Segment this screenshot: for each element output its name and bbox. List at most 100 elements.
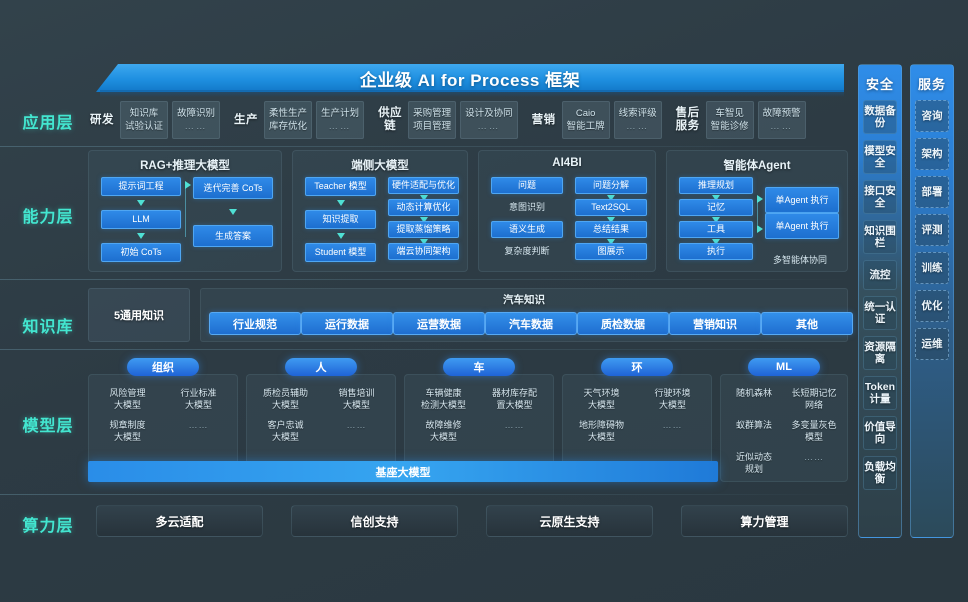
security-item[interactable]: Token计量 [863,376,897,410]
capability-node[interactable]: 硬件适配与优化 [388,177,459,194]
knowledge-chip[interactable]: 行业规范 [209,312,301,335]
capability-node[interactable]: 复杂度判断 [504,246,550,256]
capability-node[interactable]: 总结结果 [575,221,647,238]
capability-node[interactable]: 提取蒸馏策略 [388,221,459,238]
application-group-title: 营销 [531,113,556,126]
security-item[interactable]: 模型安全 [863,140,897,174]
compute-box[interactable]: 信创支持 [291,505,458,537]
capability-node[interactable]: 记忆 [679,199,753,216]
knowledge-chip[interactable]: 运行数据 [301,312,393,335]
banner-shadow [100,90,844,97]
model-item[interactable]: 长短期记忆 网络 [784,388,844,411]
capability-node[interactable]: 迭代完善 CoTs [193,177,273,199]
knowledge-chip[interactable]: 汽车数据 [485,312,577,335]
model-item[interactable]: 故障维修 大模型 [408,420,479,443]
capability-node[interactable]: 提示词工程 [101,177,181,196]
service-item[interactable]: 运维 [915,328,949,360]
application-cell[interactable]: 线索评级 …… [613,101,662,139]
capability-node[interactable]: 工具 [679,221,753,238]
model-item[interactable]: 器材库存配 置大模型 [479,388,550,411]
model-item[interactable]: 多变量灰色 模型 [784,420,844,443]
capability-node[interactable]: 初始 CoTs [101,243,181,262]
capability-card[interactable]: 智能体Agent 推理规划 记忆 工具 执行 单Agent 执行 单Agent 执行 多智能体… [666,150,848,272]
knowledge-chip[interactable]: 营销知识 [669,312,761,335]
capability-node[interactable]: 执行 [679,243,753,260]
model-column-pill[interactable]: 组织 [127,358,199,376]
model-item[interactable]: …… [321,420,392,432]
application-cell[interactable]: 生产计划 …… [316,101,365,139]
model-column-pill[interactable]: 车 [443,358,515,376]
model-item[interactable]: 地形障碍物 大模型 [566,420,637,443]
capability-node[interactable]: 单Agent 执行 [765,187,839,213]
service-item[interactable]: 部署 [915,176,949,208]
model-item[interactable]: 行业标准 大模型 [163,388,234,411]
capability-node[interactable]: LLM [101,210,181,229]
service-item[interactable]: 评测 [915,214,949,246]
capability-card[interactable]: 端侧大模型 Teacher 模型 知识提取 Student 模型 硬件适配与优化 动态计算… [292,150,468,272]
application-cell[interactable]: 故障预警 …… [757,101,806,139]
service-item[interactable]: 咨询 [915,100,949,132]
capability-node[interactable]: 推理规划 [679,177,753,194]
service-item[interactable]: 训练 [915,252,949,284]
application-cell[interactable]: 采购管理 项目管理 [408,101,457,139]
base-model-bar[interactable]: 基座大模型 [88,461,718,482]
model-column-pill[interactable]: 人 [285,358,357,376]
application-cell[interactable]: 柔性生产 库存优化 [264,101,313,139]
capability-node[interactable]: 意图识别 [508,202,545,212]
capability-node[interactable]: Text2SQL [575,199,647,216]
capability-node[interactable]: Student 模型 [305,243,376,262]
model-item[interactable]: …… [637,420,708,432]
security-item[interactable]: 流控 [863,260,897,290]
compute-box[interactable]: 云原生支持 [486,505,653,537]
application-cell[interactable]: 车智见 智能诊修 [705,101,754,139]
capability-card[interactable]: AI4BI 问题 意图识别 语义生成 复杂度判断 问题分解 Text2SQL 总结结果 图展示 [478,150,656,272]
model-item[interactable]: 规章制度 大模型 [92,420,163,443]
knowledge-chip[interactable]: 质检数据 [577,312,669,335]
capability-node[interactable]: 问题分解 [575,177,647,194]
capability-node[interactable]: Teacher 模型 [305,177,376,196]
model-column-pill[interactable]: ML [748,358,820,376]
compute-box[interactable]: 算力管理 [681,505,848,537]
model-item[interactable]: 质检员辅助 大模型 [250,388,321,411]
security-item[interactable]: 接口安全 [863,180,897,214]
service-item[interactable]: 架构 [915,138,949,170]
model-item[interactable]: 天气环境 大模型 [566,388,637,411]
model-item[interactable]: 蚁群算法 [724,420,784,432]
security-item[interactable]: 统一认证 [863,296,897,330]
capability-node[interactable]: 动态计算优化 [388,199,459,216]
model-column-pill[interactable]: 环 [601,358,673,376]
application-cell[interactable]: Caio 智能工牌 [561,101,610,139]
knowledge-chip[interactable]: 其他 [761,312,853,335]
capability-node[interactable]: 语义生成 [491,221,563,238]
capability-node[interactable]: 知识提取 [305,210,376,229]
service-item[interactable]: 优化 [915,290,949,322]
model-item[interactable]: 客户忠诚 大模型 [250,420,321,443]
model-item[interactable]: 车辆健康 检测大模型 [408,388,479,411]
security-item[interactable]: 资源隔离 [863,336,897,370]
model-item[interactable]: …… [479,420,550,432]
compute-box[interactable]: 多云适配 [96,505,263,537]
capability-node[interactable]: 图展示 [575,243,647,260]
security-item[interactable]: 价值导向 [863,416,897,450]
capability-node[interactable]: 端云协同架构 [388,243,459,260]
knowledge-general-box[interactable]: 5通用知识 [88,288,190,342]
model-item[interactable]: 销售培训 大模型 [321,388,392,411]
capability-node[interactable]: 问题 [491,177,563,194]
model-item[interactable]: 近似动态 规划 [724,452,784,475]
application-cell[interactable]: 故障识别 …… [172,101,221,139]
model-item[interactable]: …… [784,452,844,464]
application-cell[interactable]: 知识库 试验认证 [120,101,169,139]
capability-node[interactable]: 单Agent 执行 [765,213,839,239]
model-item[interactable]: 行驶环境 大模型 [637,388,708,411]
security-item[interactable]: 数据备份 [863,100,897,134]
security-item[interactable]: 负载均衡 [863,456,897,490]
layer-label-capability: 能力层 [22,209,74,226]
model-item[interactable]: 随机森林 [724,388,784,400]
security-item[interactable]: 知识围栏 [863,220,897,254]
model-item[interactable]: …… [163,420,234,432]
knowledge-chip[interactable]: 运营数据 [393,312,485,335]
model-item[interactable]: 风险管理 大模型 [92,388,163,411]
application-cell[interactable]: 设计及协同 …… [460,101,518,139]
capability-card[interactable]: RAG+推理大模型 提示词工程 LLM 初始 CoTs 迭代完善 CoTs 生成答案 [88,150,282,272]
capability-node[interactable]: 生成答案 [193,225,273,247]
